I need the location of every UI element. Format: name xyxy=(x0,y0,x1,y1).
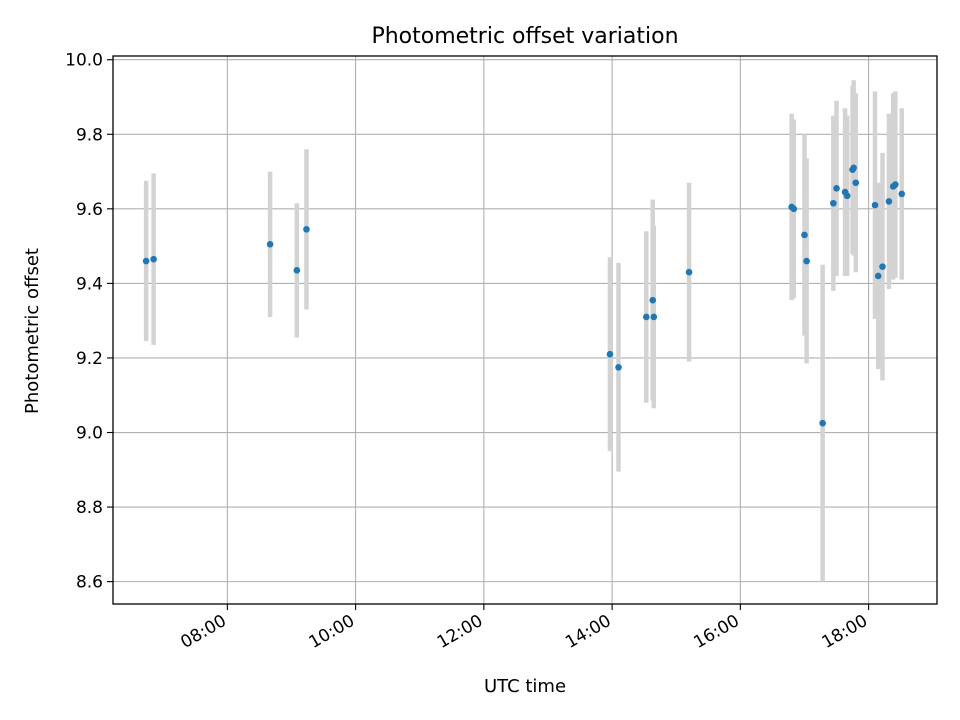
data-point xyxy=(266,240,274,248)
data-point xyxy=(643,313,650,321)
data-point xyxy=(819,419,826,427)
data-point xyxy=(606,350,614,358)
y-tick-label: 9.4 xyxy=(76,274,103,294)
data-point xyxy=(843,192,851,200)
data-point xyxy=(649,296,657,304)
data-point xyxy=(833,185,840,192)
x-tick-label: 12:00 xyxy=(434,611,486,653)
y-tick-label: 9.8 xyxy=(76,125,103,145)
data-point xyxy=(803,257,810,265)
x-tick-label: 10:00 xyxy=(306,611,358,653)
data-points xyxy=(142,164,906,427)
data-point xyxy=(150,255,157,263)
data-point xyxy=(852,179,860,187)
data-point xyxy=(801,231,808,239)
x-tick-label: 16:00 xyxy=(690,611,742,653)
x-axis-label: UTC time xyxy=(484,676,566,697)
data-point xyxy=(885,198,893,205)
x-tick-label: 18:00 xyxy=(819,611,871,653)
data-point xyxy=(898,190,906,198)
grid xyxy=(113,56,937,604)
x-tick-label: 08:00 xyxy=(177,611,229,653)
data-point xyxy=(790,205,798,213)
data-point xyxy=(293,267,301,274)
y-tick-label: 8.6 xyxy=(76,573,103,593)
y-tick-label: 9.0 xyxy=(76,424,103,444)
x-tick-label: 14:00 xyxy=(562,611,614,653)
y-tick-label: 9.2 xyxy=(76,349,103,369)
error-bars xyxy=(143,80,904,582)
data-point xyxy=(879,263,886,270)
y-axis-ticks: 8.6 8.8 9.0 9.2 9.4 9.6 9.8 10.0 xyxy=(65,51,113,593)
chart-title: Photometric offset variation xyxy=(371,24,678,49)
data-point xyxy=(142,257,150,265)
x-axis-ticks: 08:00 10:00 12:00 14:00 16:00 18:00 xyxy=(177,604,871,653)
data-point xyxy=(650,313,658,321)
y-tick-label: 8.8 xyxy=(76,498,103,518)
y-axis-label: Photometric offset xyxy=(22,248,43,414)
data-point xyxy=(850,164,857,172)
data-point xyxy=(874,272,882,280)
data-point xyxy=(685,268,693,276)
data-point xyxy=(303,226,310,233)
data-point xyxy=(871,201,879,209)
data-point xyxy=(830,199,837,207)
data-point xyxy=(615,363,622,371)
y-tick-label: 9.6 xyxy=(76,200,103,220)
plot-frame xyxy=(112,55,938,605)
data-point xyxy=(892,181,899,188)
y-tick-label: 10.0 xyxy=(65,51,103,71)
